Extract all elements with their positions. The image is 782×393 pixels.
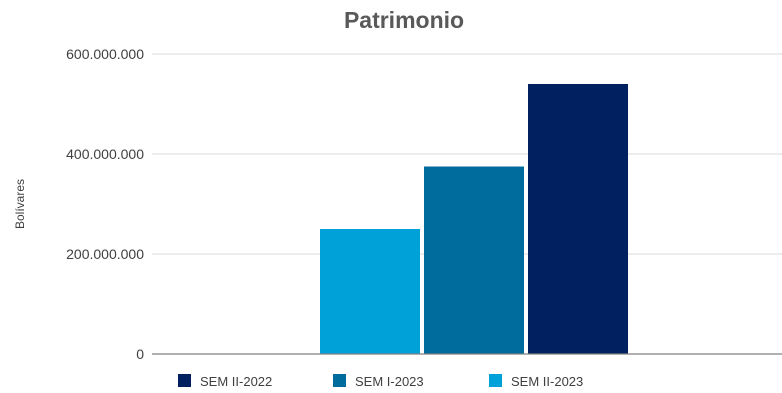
bar-sem-ii-2022 [528,84,628,354]
chart-title: Patrimonio [344,7,464,33]
legend-swatch [489,374,502,387]
legend-label: SEM I-2023 [355,374,424,389]
bar-sem-i-2023 [424,166,524,354]
bar-sem-ii-2023 [320,229,420,354]
y-axis-label: Bolívares [13,179,27,229]
bars [320,84,628,354]
legend-swatch [333,374,346,387]
y-tick-label: 600.000.000 [66,46,144,62]
y-tick-label: 200.000.000 [66,246,144,262]
legend: SEM II-2022 SEM I-2023 SEM II-2023 [178,374,583,389]
legend-swatch [178,374,191,387]
y-tick-label: 400.000.000 [66,146,144,162]
legend-label: SEM II-2023 [511,374,583,389]
y-tick-labels: 0 200.000.000 400.000.000 600.000.000 [66,46,144,362]
legend-label: SEM II-2022 [200,374,272,389]
y-tick-label: 0 [136,346,144,362]
